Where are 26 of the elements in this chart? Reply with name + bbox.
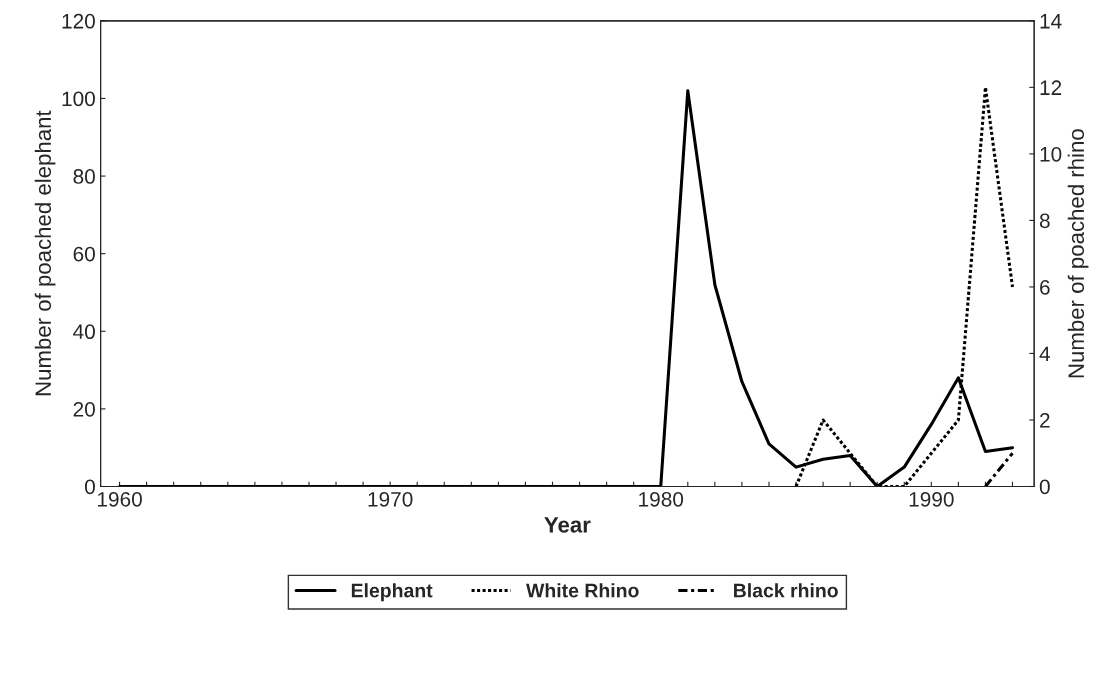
line-series: [118, 89, 1015, 487]
y2-tick-label: 14: [1040, 14, 1062, 29]
legend-label: Elephant: [351, 583, 433, 602]
y2-tick-label: 10: [1040, 146, 1062, 162]
y2-tick-label: 6: [1040, 279, 1050, 295]
y-tick-label: 100: [62, 91, 95, 107]
y2-tick-label: 2: [1040, 412, 1050, 428]
legend-label: White Rhino: [526, 583, 639, 598]
x-tick-label: 1980: [639, 491, 684, 507]
y-axis-title: Number of poached elephant: [34, 110, 56, 396]
y2-tick-label: 8: [1039, 213, 1050, 229]
x-tick-label: 1960: [97, 491, 142, 507]
x-axis-title: Year: [544, 517, 591, 533]
y2-tick-label: 4: [1039, 346, 1050, 362]
x-tick-label: 1990: [909, 491, 954, 507]
y-tick-label: 20: [73, 401, 95, 417]
y2-axis-title: Number of poached rhino: [1067, 129, 1089, 378]
y-tick-label: 80: [73, 169, 95, 184]
y2-tick-label: 12: [1040, 80, 1062, 95]
y-tick-label: 40: [73, 324, 95, 340]
y-tick-label: 120: [62, 13, 95, 29]
legend-label: Black rhino: [734, 583, 838, 598]
y2-tick-label: 0: [1039, 479, 1050, 495]
y-tick-label: 60: [73, 246, 95, 262]
y-tick-label: 0: [84, 479, 95, 495]
x-tick-label: 1970: [368, 491, 413, 507]
